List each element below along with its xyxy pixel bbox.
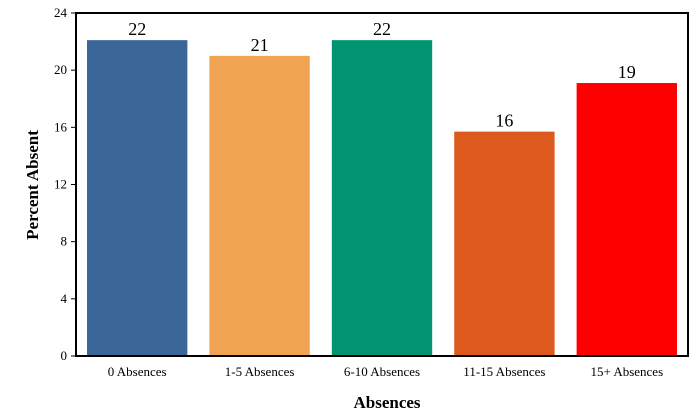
y-tick-label-4: 16 — [54, 119, 68, 134]
bar-0 — [87, 40, 188, 356]
y-axis-title: Percent Absent — [23, 130, 42, 240]
x-tick-label-3: 11-15 Absences — [463, 364, 545, 379]
bar-1 — [209, 55, 310, 356]
y-tick-label-5: 20 — [54, 62, 67, 77]
plot-frame — [75, 12, 689, 357]
bar-3 — [454, 131, 555, 356]
x-axis-title: Absences — [353, 393, 420, 412]
y-tick-label-6: 24 — [54, 5, 68, 20]
y-axis: 0 4 8 12 16 20 24 — [54, 5, 76, 363]
x-tick-label-0: 0 Absences — [108, 364, 167, 379]
y-tick-label-3: 12 — [54, 177, 67, 192]
y-tick-label-1: 4 — [61, 291, 68, 306]
bar-2 — [331, 40, 433, 356]
data-label-1: 21 — [251, 35, 269, 55]
x-axis: 0 Absences 1-5 Absences 6-10 Absences 11-15… — [108, 364, 663, 379]
data-label-2: 22 — [373, 19, 391, 39]
y-tick-label-0: 0 — [61, 348, 68, 363]
data-label-0: 22 — [128, 19, 146, 39]
x-tick-label-4: 15+ Absences — [590, 364, 663, 379]
data-label-4: 19 — [618, 62, 636, 82]
x-tick-label-1: 1-5 Absences — [225, 364, 295, 379]
bars-layer — [87, 40, 677, 356]
data-labels-layer: 22 21 22 16 19 — [128, 19, 636, 130]
x-tick-label-2: 6-10 Absences — [344, 364, 420, 379]
bar-4 — [576, 83, 677, 356]
y-tick-label-2: 8 — [61, 234, 68, 249]
data-label-3: 16 — [495, 111, 513, 131]
